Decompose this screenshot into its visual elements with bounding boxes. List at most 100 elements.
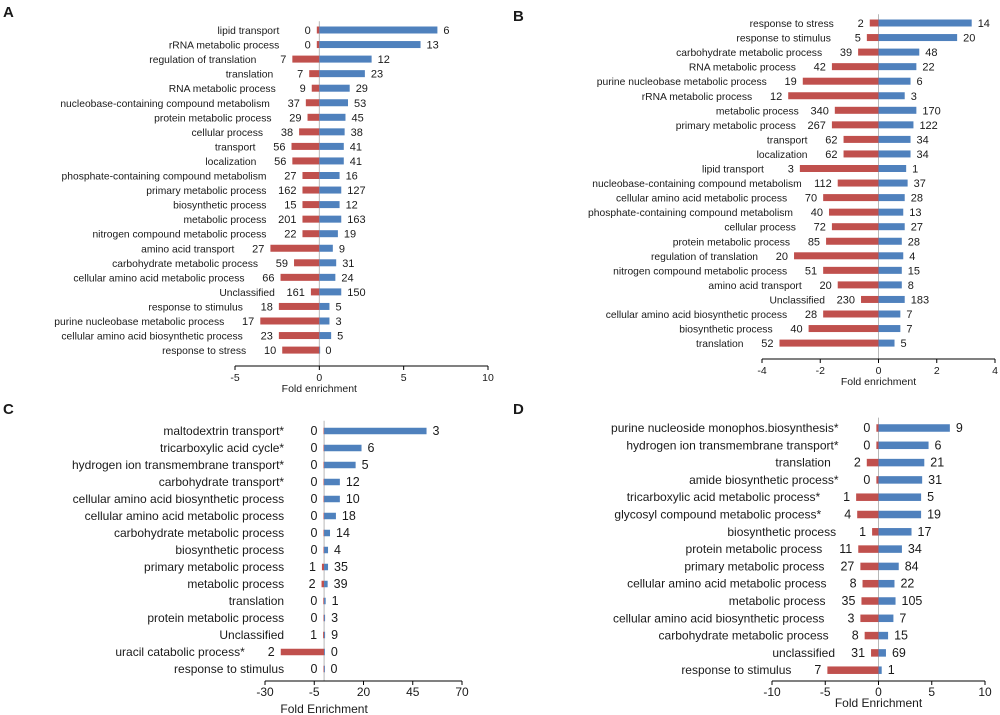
bar-positive (319, 99, 349, 107)
bar-positive (324, 478, 340, 486)
data-label-positive: 34 (917, 149, 929, 161)
bar-negative (861, 597, 879, 605)
bar-positive (324, 631, 326, 639)
category-label: metabolic process (187, 577, 284, 591)
bar-positive (319, 186, 342, 194)
category-label: regulation of translation (651, 252, 758, 263)
bar-positive (324, 648, 325, 656)
data-label-negative: 22 (284, 229, 296, 241)
category-label: maltodextrin transport* (163, 424, 284, 438)
bar-positive (878, 614, 894, 623)
bar-positive (878, 179, 908, 187)
category-label: cellular amino acid biosynthetic process (73, 492, 284, 506)
bar-negative (310, 288, 320, 296)
bar-positive (319, 172, 340, 179)
data-label-positive: 15 (908, 265, 920, 277)
data-label-negative: 40 (790, 324, 802, 336)
bar-negative (872, 528, 879, 536)
data-label-positive: 27 (911, 222, 923, 234)
bar-negative (861, 295, 879, 303)
bar-negative (292, 55, 320, 63)
category-label: transport (767, 135, 808, 146)
data-label-negative: 0 (311, 441, 318, 455)
bar-negative (864, 631, 879, 640)
data-label-positive: 7 (899, 611, 906, 625)
data-label-positive: 35 (334, 560, 348, 574)
category-label: phosphate-containing compound metabolism (62, 172, 267, 183)
data-label-negative: 0 (311, 458, 318, 472)
bar-negative (291, 142, 320, 150)
bar-negative (302, 230, 320, 238)
x-tick-label: 0 (876, 365, 882, 377)
data-label-negative: 28 (805, 309, 817, 321)
data-label-negative: 40 (811, 207, 823, 219)
bar-negative (837, 281, 879, 289)
bar-positive (319, 84, 350, 92)
panel-letter: B (513, 8, 524, 25)
bar-negative (323, 665, 325, 673)
category-label: biosynthetic process (727, 525, 836, 539)
data-label-negative: 1 (309, 560, 316, 574)
data-label-negative: 0 (863, 473, 870, 487)
data-label-negative: 35 (842, 594, 856, 608)
x-tick-label: -5 (309, 685, 320, 699)
data-label-positive: 41 (350, 141, 362, 153)
category-label: localization (757, 150, 808, 161)
bar-negative (294, 259, 320, 267)
data-label-negative: 162 (278, 185, 296, 197)
data-label-negative: 85 (808, 236, 820, 248)
bar-negative (302, 172, 320, 179)
x-tick-label: 2 (934, 365, 940, 377)
category-label: translation (696, 339, 744, 350)
panel-letter: A (3, 4, 14, 21)
bar-positive (878, 295, 905, 303)
x-tick-label: -5 (820, 685, 831, 699)
bar-negative (323, 546, 325, 554)
data-label-positive: 183 (911, 294, 929, 306)
bar-negative (828, 208, 879, 216)
data-label-negative: 0 (311, 662, 318, 676)
data-label-positive: 4 (334, 543, 341, 557)
data-label-negative: 59 (276, 258, 288, 270)
bar-positive (319, 302, 330, 310)
x-tick-label: 5 (401, 372, 407, 384)
data-label-positive: 3 (331, 611, 338, 625)
bar-positive (319, 70, 365, 78)
data-label-negative: 0 (305, 25, 311, 37)
data-label-negative: 27 (840, 559, 854, 573)
category-label: translation (229, 594, 284, 608)
data-label-negative: 11 (839, 542, 852, 556)
data-label-negative: 20 (819, 280, 831, 292)
data-label-positive: 3 (433, 424, 440, 438)
data-label-negative: 10 (264, 345, 276, 357)
bar-positive (878, 237, 902, 245)
bar-negative (802, 77, 879, 85)
bar-negative (316, 41, 320, 49)
bar-positive (878, 562, 899, 571)
data-label-negative: 23 (261, 331, 273, 343)
bar-positive (319, 332, 332, 340)
bar-negative (860, 614, 879, 623)
bar-negative (323, 478, 325, 486)
bar-negative (831, 223, 879, 231)
data-label-negative: 7 (280, 54, 286, 66)
bar-positive (878, 281, 902, 289)
data-label-negative: 5 (855, 33, 861, 45)
category-label: cellular amino acid biosynthetic process (61, 332, 242, 343)
category-label: cellular amino acid biosynthetic process (606, 310, 787, 321)
data-label-negative: 29 (289, 112, 301, 124)
data-label-negative: 9 (300, 83, 306, 95)
data-label-negative: 38 (281, 127, 293, 139)
bar-positive (324, 563, 329, 571)
bar-positive (878, 545, 902, 553)
bar-negative (834, 106, 879, 114)
bar-positive (878, 631, 889, 640)
category-label: translation (775, 456, 830, 470)
data-label-negative: 39 (840, 47, 852, 59)
data-label-positive: 13 (909, 207, 921, 219)
x-axis-title: Fold enrichment (282, 383, 357, 395)
category-label: cellular amino acid metabolic process (73, 273, 244, 284)
category-label: rRNA metabolic process (642, 92, 752, 103)
